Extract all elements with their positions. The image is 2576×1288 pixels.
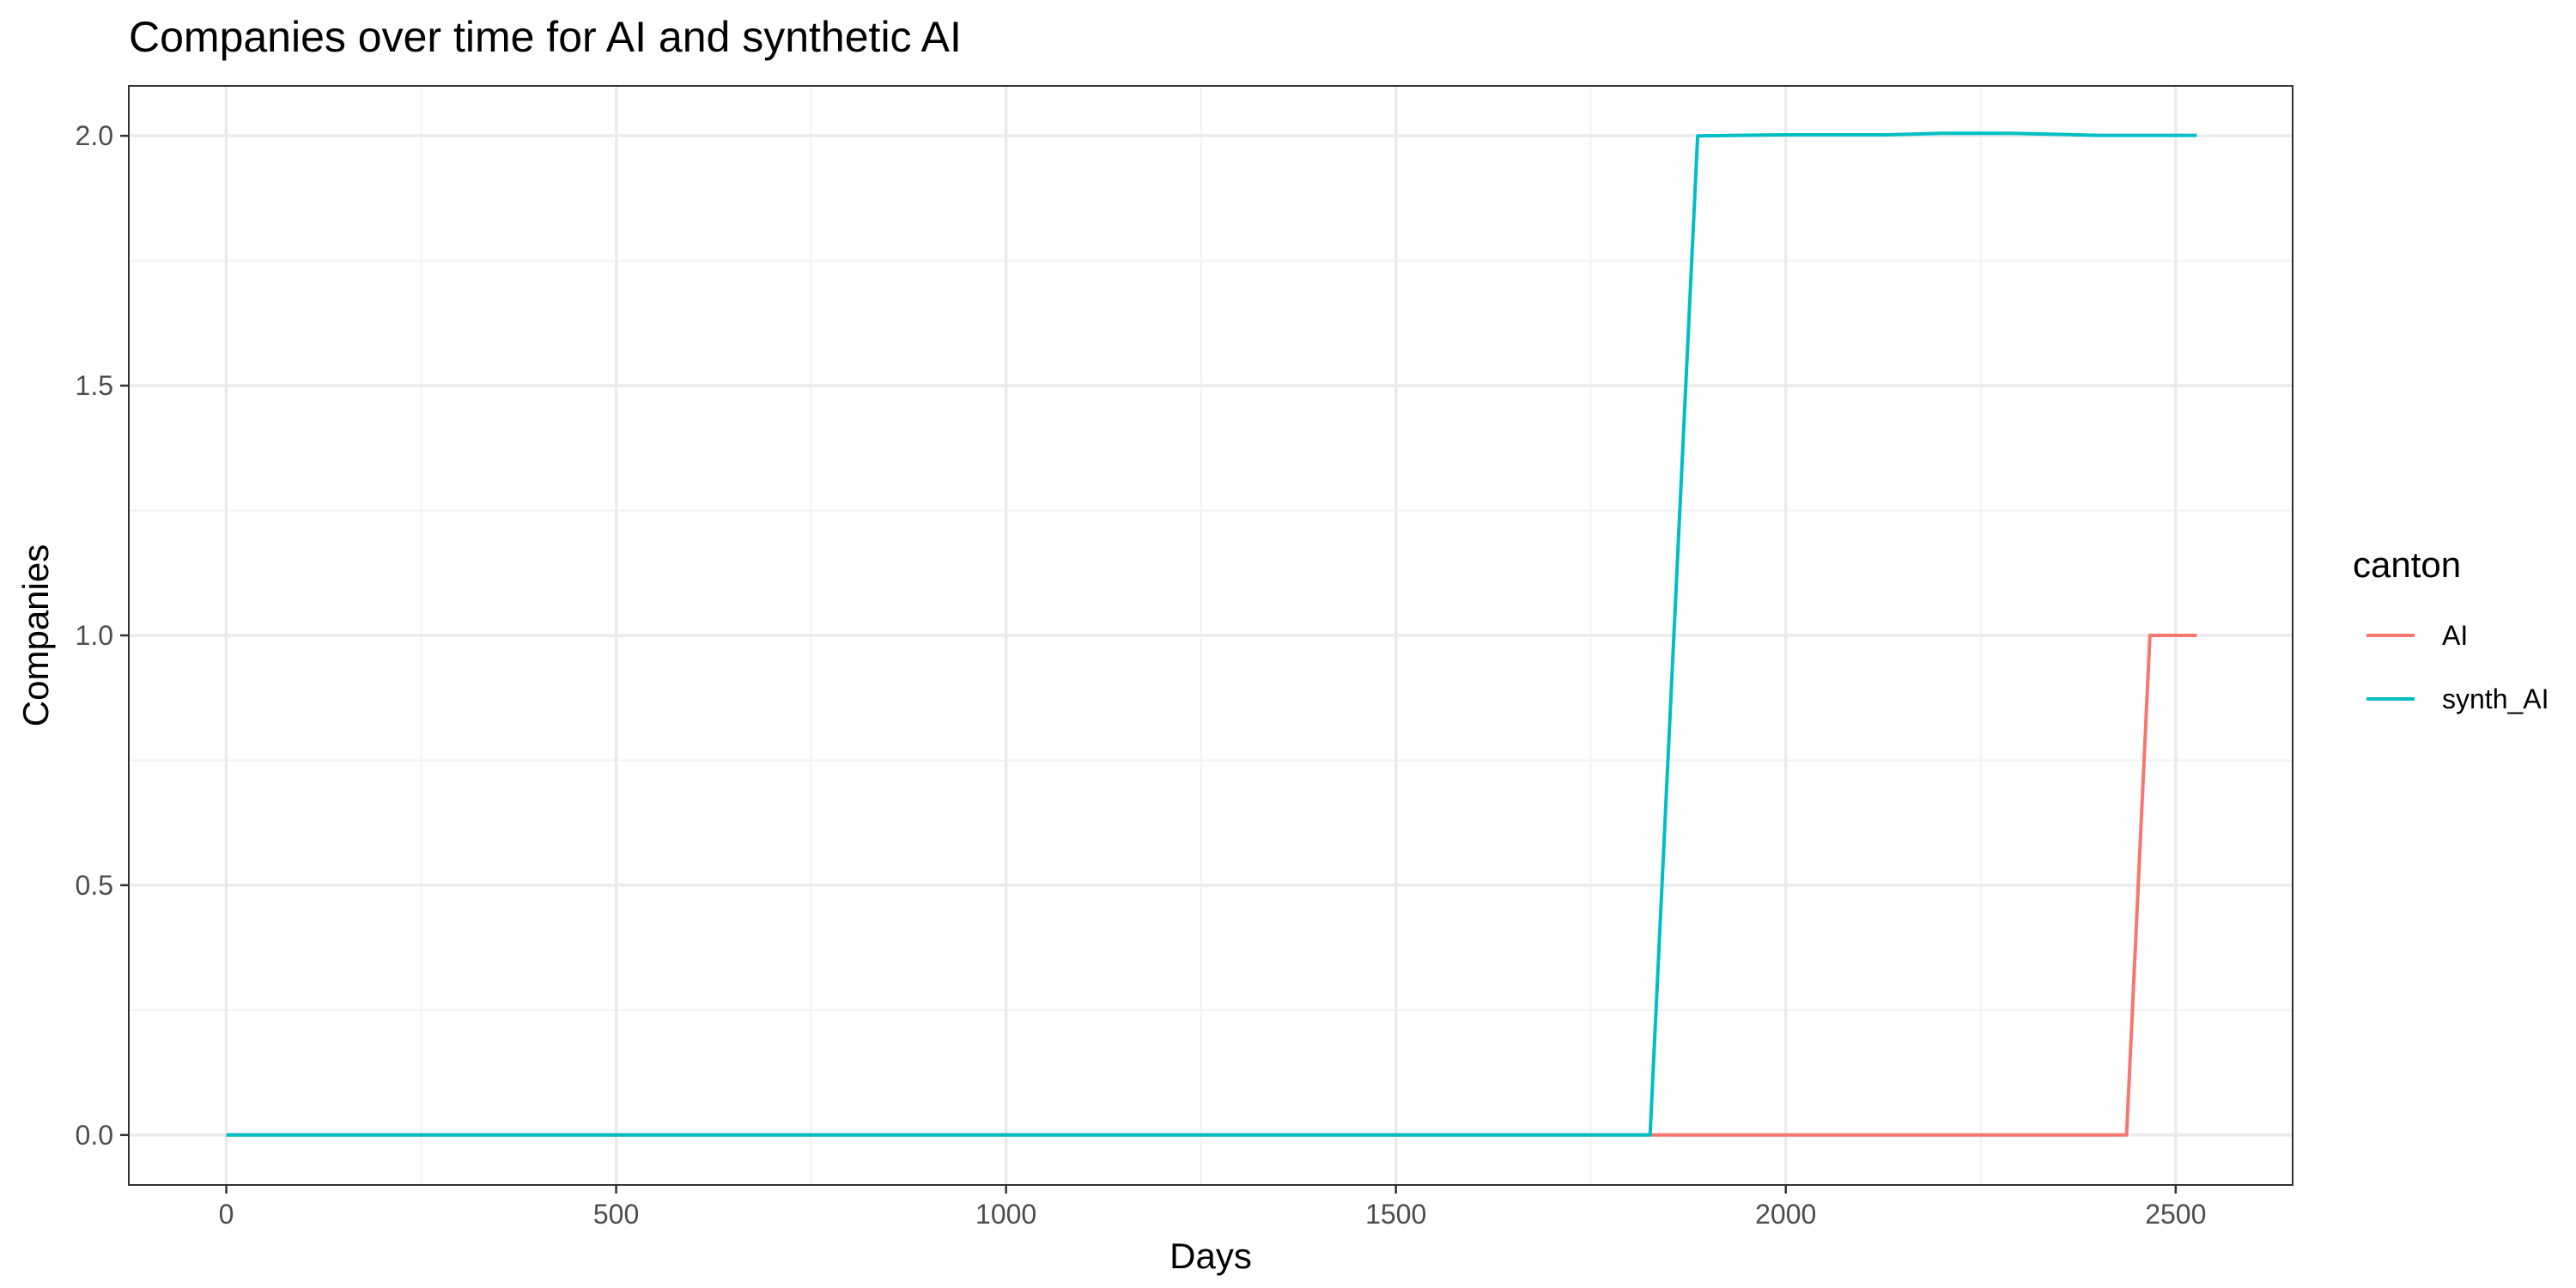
- x-tick-label: 1000: [975, 1199, 1036, 1230]
- y-tick-label: 0.5: [76, 870, 113, 901]
- legend-label-ai: AI: [2442, 620, 2468, 651]
- y-tick-label: 1.5: [76, 370, 113, 401]
- legend-items: AI synth_AI: [2366, 620, 2549, 714]
- y-tick-label: 1.0: [76, 620, 113, 651]
- series-layer: [226, 131, 2197, 1137]
- legend: canton AI synth_AI: [2353, 544, 2549, 714]
- y-tick-label: 0.0: [76, 1120, 113, 1151]
- series-line-synth-ai: [226, 131, 2197, 1137]
- x-tick-label: 2000: [1755, 1199, 1816, 1230]
- x-tick-label: 0: [219, 1199, 234, 1230]
- x-axis: 0 500 1000 1500 2000 2500: [219, 1185, 2206, 1230]
- x-tick-label: 2500: [2145, 1199, 2206, 1230]
- chart-title: Companies over time for AI and synthetic…: [129, 13, 962, 61]
- major-gridlines: [129, 86, 2293, 1185]
- x-axis-title: Days: [1170, 1236, 1252, 1276]
- y-axis-title: Companies: [15, 544, 56, 726]
- x-tick-label: 1500: [1365, 1199, 1426, 1230]
- y-axis: 0.0 0.5 1.0 1.5 2.0: [76, 120, 129, 1151]
- legend-label-synth-ai: synth_AI: [2442, 683, 2549, 714]
- legend-title: canton: [2353, 544, 2461, 585]
- x-tick-label: 500: [593, 1199, 639, 1230]
- y-tick-label: 2.0: [76, 120, 113, 151]
